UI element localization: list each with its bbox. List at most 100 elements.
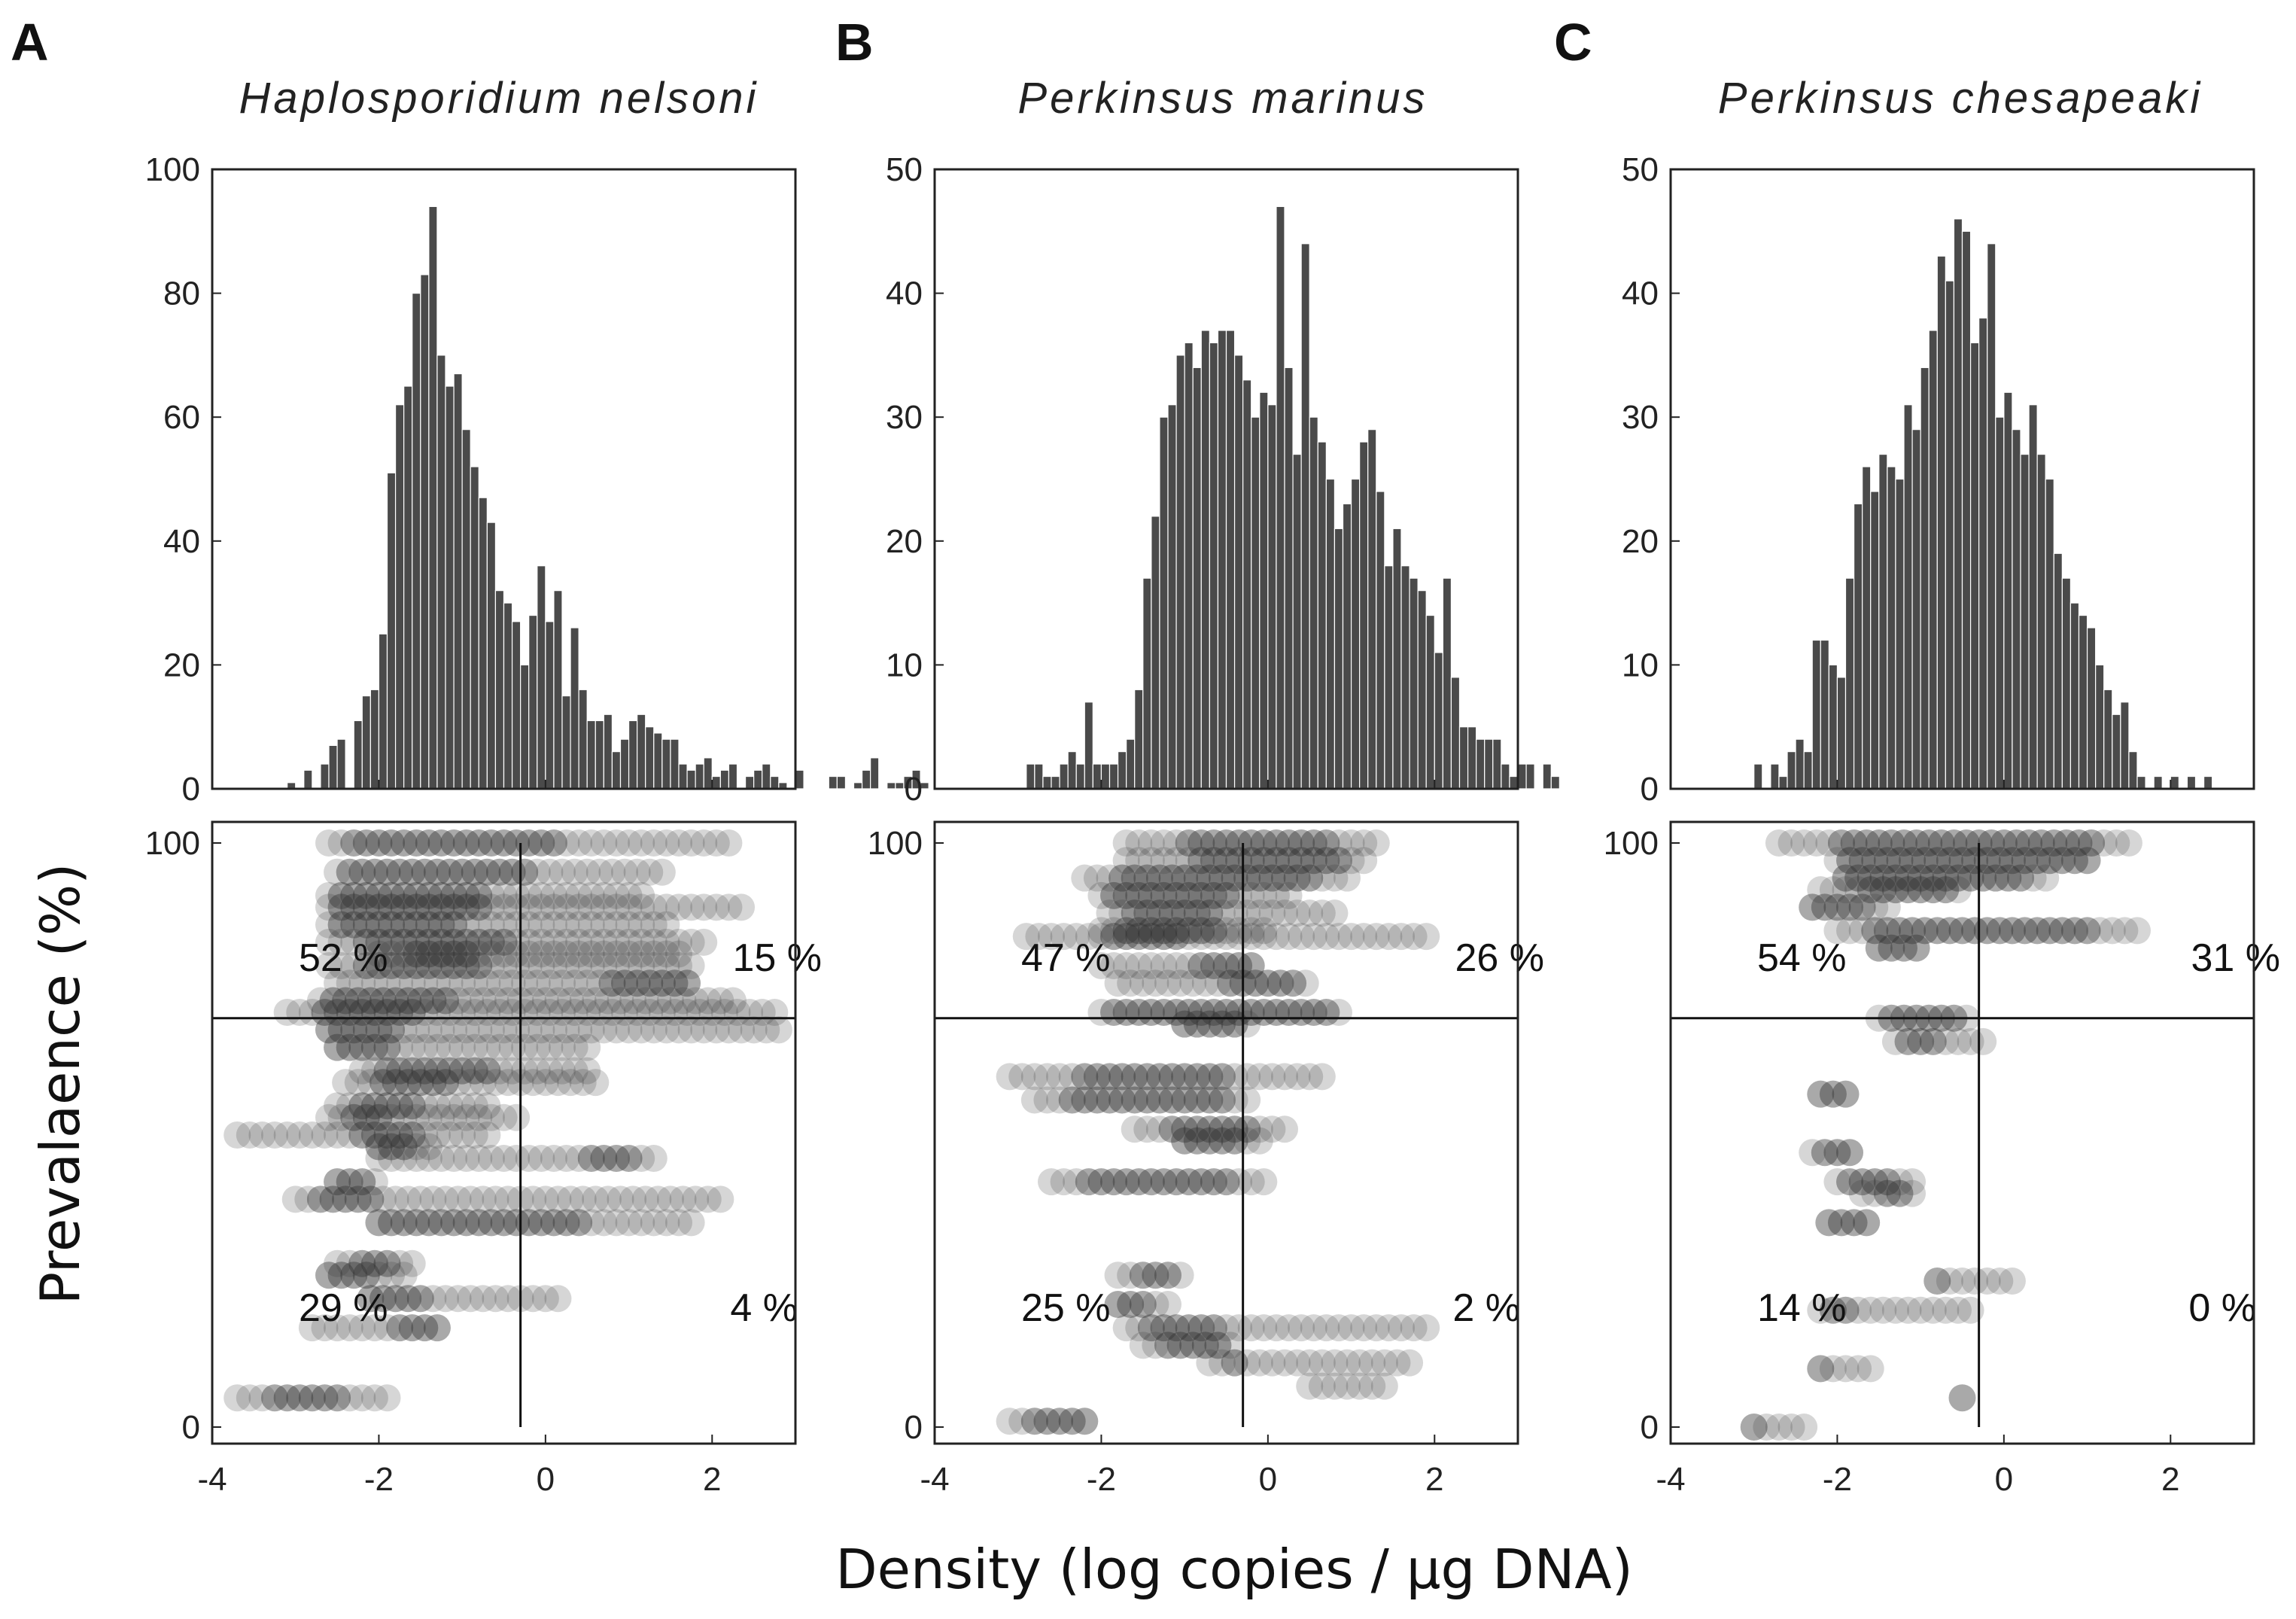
scatter-point xyxy=(1358,1372,1386,1400)
scatter-point xyxy=(765,1016,792,1044)
scatter-point xyxy=(340,911,368,939)
scatter-point xyxy=(1108,864,1136,892)
scatter-point xyxy=(2086,917,2114,945)
scatter-point xyxy=(1087,1168,1115,1196)
scatter-point xyxy=(286,1384,314,1412)
scatter-point xyxy=(415,928,442,956)
scatter-point xyxy=(1881,1027,1909,1055)
scatter-point xyxy=(1145,899,1173,927)
scatter-point xyxy=(1046,1063,1074,1091)
histogram-bar xyxy=(1417,590,1427,790)
scatter-point xyxy=(540,911,567,939)
scatter-point xyxy=(1125,847,1153,875)
y-tick-label: 30 xyxy=(886,399,923,436)
histogram-bar xyxy=(1509,775,1519,790)
scatter-point xyxy=(677,1016,705,1044)
scatter-point xyxy=(315,928,342,956)
scatter-point xyxy=(1923,917,1951,945)
scatter-point xyxy=(1861,1168,1889,1196)
scatter-point xyxy=(1150,923,1178,951)
scatter-point xyxy=(1196,1349,1224,1377)
scatter-point xyxy=(528,1145,555,1173)
scatter-point xyxy=(1129,1261,1157,1289)
scatter-point xyxy=(440,940,468,968)
scatter-point xyxy=(286,1121,314,1149)
scatter-point xyxy=(469,1069,497,1097)
histogram-bar xyxy=(303,769,313,790)
scatter-point xyxy=(490,1145,518,1173)
histogram-bar xyxy=(353,720,363,790)
scatter-point xyxy=(327,951,355,979)
scatter-point xyxy=(577,893,605,921)
scatter-point xyxy=(224,1121,251,1149)
scatter-point xyxy=(1844,876,1872,904)
scatter-point xyxy=(427,940,455,968)
scatter-point xyxy=(619,1185,647,1213)
scatter-point xyxy=(1212,829,1240,857)
scatter-point xyxy=(1208,1063,1236,1091)
scatter-point xyxy=(1283,1349,1311,1377)
quadrant-label-top-right: 15 % xyxy=(732,936,822,980)
scatter-point xyxy=(427,1145,455,1173)
scatter-point xyxy=(449,1121,476,1149)
scatter-point xyxy=(281,1185,309,1213)
scatter-point xyxy=(419,987,447,1015)
scatter-point xyxy=(628,881,655,909)
y-tick-label: 40 xyxy=(1622,275,1659,312)
scatter-point xyxy=(1233,1063,1261,1091)
scatter-point xyxy=(1296,1372,1324,1400)
histogram-bar xyxy=(1969,342,1980,790)
scatter-point xyxy=(485,1057,513,1085)
histogram-bar xyxy=(1467,726,1477,790)
histogram-bar xyxy=(1476,738,1486,790)
scatter-point xyxy=(656,987,684,1015)
histogram-bar xyxy=(1911,429,1921,790)
scatter-point xyxy=(1998,847,2026,875)
scatter-point xyxy=(1911,847,1939,875)
histogram-bar xyxy=(1442,577,1452,790)
scatter-point xyxy=(1020,1407,1048,1435)
scatter-point xyxy=(1312,829,1340,857)
scatter-frame xyxy=(933,820,1519,1445)
scatter-point xyxy=(515,928,543,956)
scatter-point xyxy=(1250,1168,1278,1196)
scatter-point xyxy=(1413,923,1440,951)
scatter-point xyxy=(365,940,393,968)
scatter-point xyxy=(1990,829,2018,857)
scatter-point xyxy=(1840,829,1868,857)
scatter-point xyxy=(398,1033,426,1061)
scatter-point xyxy=(565,951,593,979)
scatter-point xyxy=(1196,1127,1224,1155)
histogram-bar xyxy=(1409,577,1419,790)
scatter-b: 47 % 26 % 25 % 2 % 0 100 -4 -2 0 2 xyxy=(868,820,1544,1498)
scatter-point xyxy=(1137,923,1165,951)
scatter-point xyxy=(590,951,618,979)
scatter-point xyxy=(1125,1168,1153,1196)
scatter-point xyxy=(411,1033,439,1061)
scatter-point xyxy=(1894,864,1922,892)
scatter-point xyxy=(540,1209,567,1237)
scatter-point xyxy=(373,1092,401,1120)
scatter-point xyxy=(2098,917,2126,945)
x-tick-label: -4 xyxy=(197,1461,227,1498)
scatter-point xyxy=(623,969,651,997)
scatter-point xyxy=(1100,881,1128,909)
histogram-bar xyxy=(1928,330,1938,790)
histogram-bar xyxy=(453,373,463,790)
scatter-point xyxy=(552,928,580,956)
scatter-point xyxy=(528,940,555,968)
scatter-point xyxy=(436,969,464,997)
scatter-point xyxy=(461,1092,488,1120)
scatter-point xyxy=(1288,847,1315,875)
histogram-bar xyxy=(545,621,555,790)
scatter-point xyxy=(1200,1168,1227,1196)
scatter-point xyxy=(423,1314,451,1342)
histogram-bar xyxy=(386,472,397,790)
scatter-point xyxy=(577,940,605,968)
histogram-bar xyxy=(1903,404,1913,790)
histogram-bar xyxy=(611,751,622,790)
scatter-point xyxy=(585,969,613,997)
scatter-point xyxy=(1932,864,1960,892)
scatter-point xyxy=(1125,917,1153,945)
scatter-point xyxy=(1948,1268,1976,1295)
